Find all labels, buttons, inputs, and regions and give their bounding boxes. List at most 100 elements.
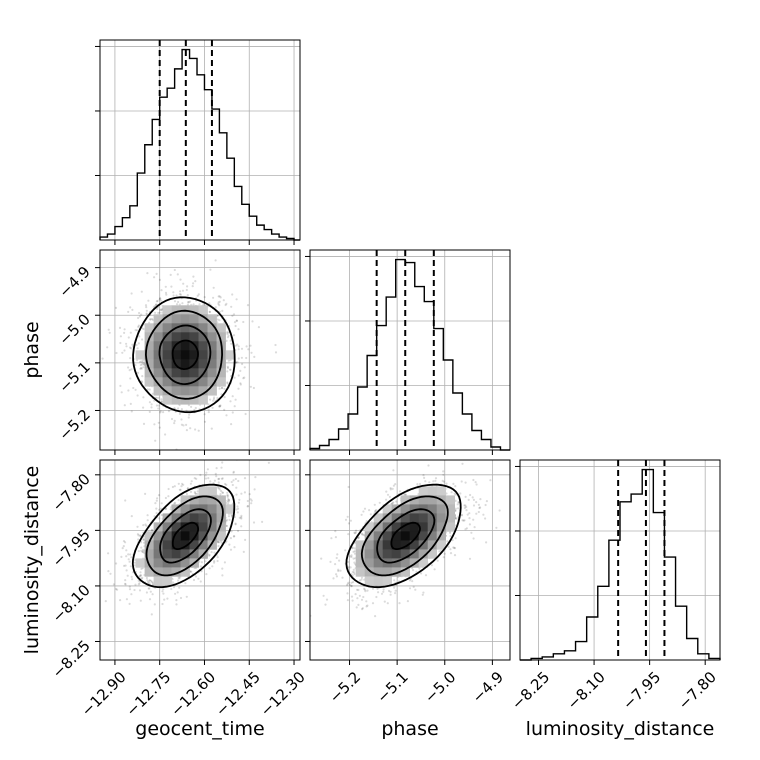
sample-point [248,493,251,496]
sample-point [453,554,457,557]
sample-point [237,507,240,510]
sample-point [365,605,368,608]
sample-point [239,383,242,386]
sample-point [139,571,142,574]
sample-point [175,303,179,306]
sample-point [173,502,176,505]
sample-point [371,587,375,590]
sample-point [137,550,140,553]
sample-point [449,531,452,535]
sample-point [151,581,155,584]
sample-point [245,345,248,348]
sample-point [223,561,226,564]
density-cell [162,558,172,568]
density-cell [207,377,217,387]
sample-point [142,524,145,527]
sample-point [167,495,170,498]
density-cell [162,531,172,541]
density-cell [153,531,163,541]
sample-point [231,483,234,487]
sample-point [158,298,161,301]
sample-point [231,293,234,296]
sample-point [141,363,144,366]
sample-point [106,346,109,349]
sample-point [374,615,377,618]
density-cell [171,522,181,532]
density-cell [171,305,181,315]
sample-point [237,501,240,504]
sample-point [221,491,224,494]
density-cell [162,576,172,586]
sample-point [364,590,367,593]
sample-point [338,559,341,562]
sample-point [199,565,202,568]
sample-point [234,324,237,328]
sample-point [145,312,148,315]
sample-point [135,343,138,347]
density-cell [171,332,181,342]
sample-point [134,583,137,586]
density-cell [144,359,154,369]
sample-point [175,294,178,297]
sample-point [212,286,215,289]
sample-point [346,599,349,602]
sample-point [193,477,196,480]
density-cell [180,314,190,324]
density-cell [162,386,172,396]
sample-point [186,294,189,297]
sample-point [216,541,219,544]
sample-point [157,396,160,399]
sample-point [181,482,184,485]
sample-point [238,498,241,501]
sample-point [180,418,183,421]
sample-point [186,450,188,452]
sample-point [346,582,349,585]
sample-point [167,410,171,413]
sample-point [148,321,151,324]
sample-point [162,411,165,414]
sample-point [107,328,110,331]
sample-point [230,480,233,484]
density-cell [189,314,199,324]
contour-level [144,309,224,400]
sample-point [155,303,158,306]
sample-point [184,582,187,585]
sample-point [124,541,127,544]
sample-point [125,569,128,572]
sample-point [160,502,163,505]
sample-point [348,583,352,587]
sample-point [144,523,147,526]
density-cell [225,350,235,360]
sample-point [357,588,360,592]
sample-point [393,579,396,582]
sample-point [237,529,240,533]
sample-point [475,501,478,504]
sample-point [159,308,162,311]
density-cell [144,377,154,387]
sample-point [129,331,132,334]
sample-point [218,405,221,408]
density-cell [189,549,199,559]
sample-point [180,423,183,426]
sample-point [382,590,385,593]
sample-point [221,386,224,389]
sample-point [133,564,137,567]
sample-point [173,300,177,303]
sample-point [224,303,227,307]
density-cell [162,522,172,532]
sample-point [392,469,395,472]
sample-point [139,534,142,537]
density-cell [162,323,172,333]
sample-point [169,273,172,276]
sample-point [155,404,158,407]
sample-point [218,300,221,303]
sample-point [227,359,230,362]
sample-point [173,419,176,422]
sample-point [217,295,220,298]
sample-point [124,499,127,502]
sample-point [232,470,235,473]
sample-point [130,292,133,295]
sample-point [225,524,228,528]
sample-point [186,285,189,288]
sample-point [360,532,363,535]
